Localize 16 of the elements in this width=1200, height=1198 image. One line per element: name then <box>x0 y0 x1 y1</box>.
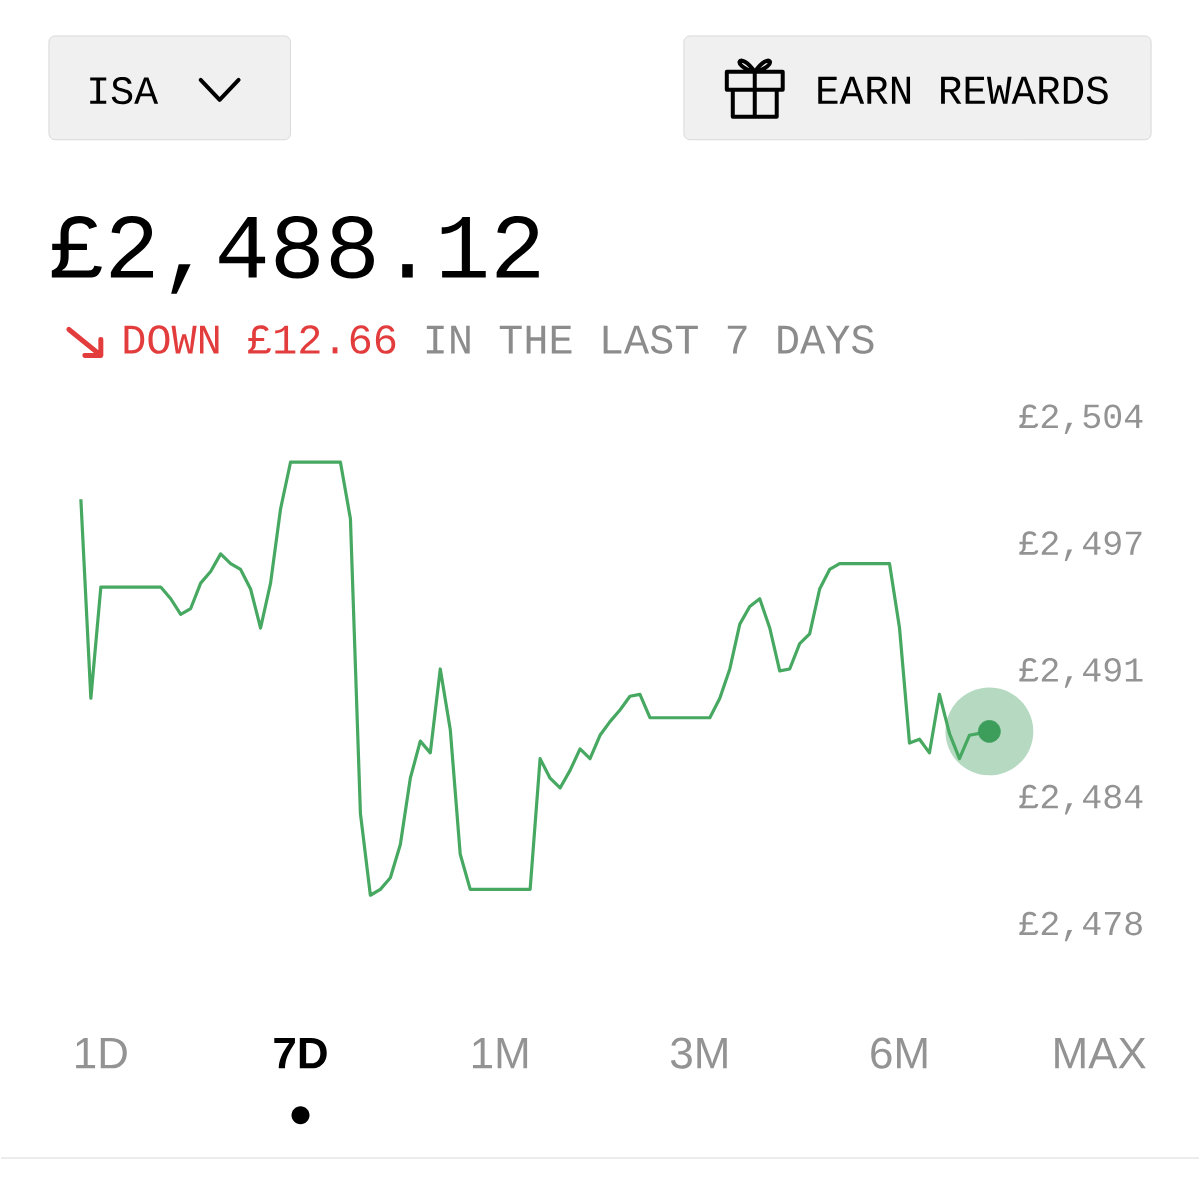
chart-title: £2,488.12 <box>51 216 539 294</box>
text: 6M <box>871 1037 927 1069</box>
text: 1D <box>76 1038 127 1069</box>
text: 3M <box>671 1037 727 1069</box>
text: ISA <box>90 77 159 105</box>
text: 7D <box>274 1038 327 1069</box>
text: DOWN £12.66 <box>124 325 396 354</box>
text: IN THE LAST 7 DAYS <box>426 325 874 354</box>
y-tick-label: £2,484 <box>1019 784 1143 815</box>
text: 1M <box>473 1038 528 1069</box>
y-tick-label: £2,497 <box>1019 531 1142 561</box>
text: MAX <box>1055 1038 1146 1069</box>
text: EARN REWARDS <box>818 76 1108 105</box>
y-tick-label: £2,504 <box>1019 404 1143 435</box>
y-tick-label: £2,491 <box>1019 658 1143 688</box>
y-tick-label: £2,478 <box>1019 911 1142 942</box>
